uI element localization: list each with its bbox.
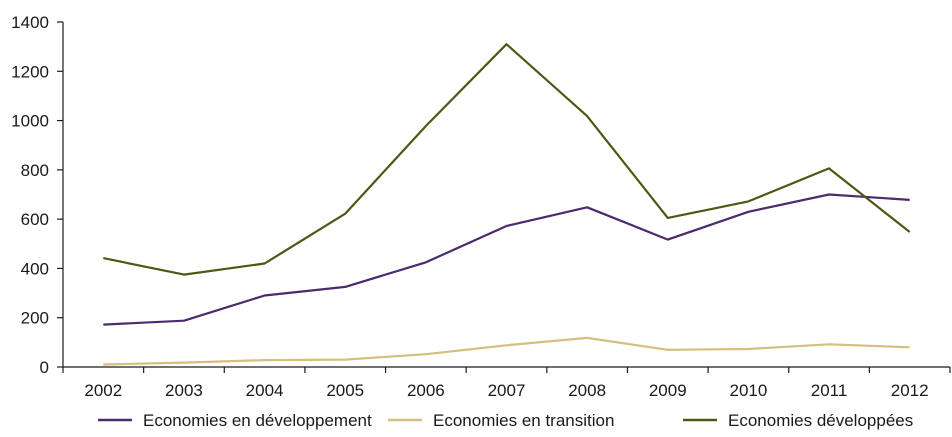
y-tick-label: 800 [21, 161, 49, 180]
x-tick-label: 2003 [165, 381, 203, 400]
x-tick-label: 2010 [729, 381, 767, 400]
series-line-economies-en-developpement [103, 193, 910, 326]
series-line-economies-en-transition [103, 336, 910, 366]
legend-label: Economies en développement [143, 411, 372, 430]
y-tick-label: 1200 [11, 62, 49, 81]
legend-label: Economies développées [728, 411, 913, 430]
legend-item: Economies en développement [98, 411, 372, 430]
x-tick-label: 2002 [84, 381, 122, 400]
x-tick-label: 2008 [568, 381, 606, 400]
x-tick-label: 2006 [407, 381, 445, 400]
legend-item: Economies en transition [388, 411, 614, 430]
y-tick-label: 200 [21, 309, 49, 328]
legend-label: Economies en transition [433, 411, 614, 430]
axes: 0 200 400 600 800 1000 1200 1400 2002 2003 2004 200… [11, 13, 951, 400]
y-tick-label: 400 [21, 259, 49, 278]
x-tick-label: 2011 [811, 381, 848, 400]
y-tick-label: 1400 [11, 13, 49, 32]
y-tick-label: 1000 [11, 112, 49, 131]
y-tick-label: 0 [40, 358, 49, 377]
x-tick-label: 2012 [891, 381, 929, 400]
legend: Economies en développement Economies en t… [98, 411, 913, 430]
x-tick-label: 2009 [649, 381, 687, 400]
series-lines [103, 43, 911, 366]
x-tick-label: 2004 [246, 381, 284, 400]
legend-item: Economies développées [683, 411, 913, 430]
x-tick-label: 2005 [326, 381, 364, 400]
y-tick-label: 600 [21, 210, 49, 229]
series-line-economies-developpees [103, 43, 911, 276]
x-tick-label: 2007 [488, 381, 526, 400]
